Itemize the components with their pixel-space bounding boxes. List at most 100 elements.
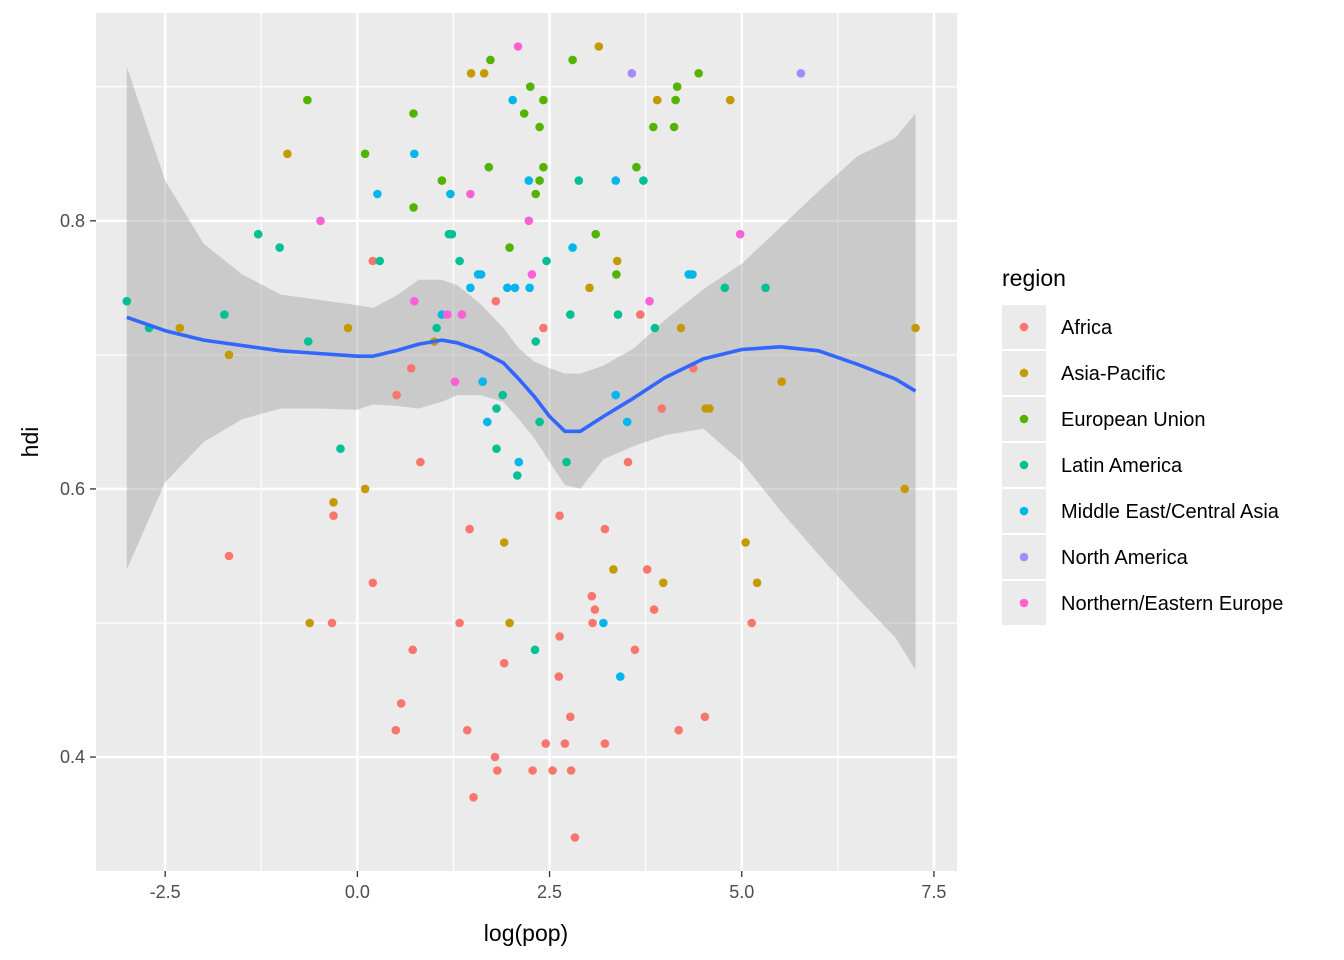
point-asia-pacific	[705, 404, 714, 413]
point-northern-eastern-europe	[524, 216, 534, 226]
x-tick-label: -2.5	[150, 882, 181, 902]
legend-label-north-america: North America	[1061, 547, 1189, 569]
point-latin-america	[566, 310, 575, 319]
point-european-union	[519, 109, 529, 118]
point-africa	[329, 511, 338, 520]
point-africa	[630, 645, 640, 655]
point-northern-eastern-europe	[443, 310, 452, 319]
point-northern-eastern-europe	[527, 270, 537, 279]
point-asia-pacific	[343, 323, 353, 333]
point-asia-pacific	[329, 498, 338, 507]
point-european-union	[535, 122, 544, 132]
point-africa	[408, 645, 418, 655]
point-european-union	[360, 149, 370, 159]
point-africa	[588, 618, 597, 628]
confidence-band	[126, 66, 916, 670]
point-asia-pacific	[594, 42, 604, 51]
point-asia-pacific	[499, 538, 509, 547]
point-asia-pacific	[505, 618, 514, 628]
legend-label-northern-eastern-europe: Northern/Eastern Europe	[1061, 593, 1283, 615]
point-middle-east-central-asia	[510, 283, 520, 293]
legend-label-africa: Africa	[1061, 317, 1113, 339]
point-africa	[368, 578, 378, 588]
point-north-america	[796, 69, 806, 78]
legend-label-european-union: European Union	[1061, 409, 1206, 431]
point-africa	[455, 618, 464, 628]
point-africa	[224, 551, 234, 561]
point-africa	[555, 511, 564, 520]
point-africa	[554, 672, 564, 681]
point-latin-america	[303, 337, 313, 346]
point-asia-pacific	[585, 283, 594, 293]
point-latin-america	[650, 323, 660, 333]
point-middle-east-central-asia	[466, 283, 475, 293]
point-european-union	[669, 122, 679, 132]
point-asia-pacific	[283, 149, 292, 159]
point-asia-pacific	[612, 256, 622, 266]
point-northern-eastern-europe	[316, 216, 325, 226]
point-european-union	[591, 229, 600, 239]
point-asia-pacific	[305, 618, 315, 628]
point-africa	[657, 404, 667, 413]
point-latin-america	[513, 471, 522, 480]
y-axis: 0.4 0.6 0.8	[60, 211, 96, 767]
panel-background	[96, 13, 957, 871]
confidence-band-layer	[126, 66, 916, 670]
point-latin-america	[574, 176, 584, 185]
point-latin-america	[492, 404, 501, 413]
point-africa	[539, 323, 548, 333]
point-european-union	[539, 162, 548, 172]
point-middle-east-central-asia	[616, 672, 625, 681]
point-asia-pacific	[652, 95, 662, 105]
point-middle-east-central-asia	[514, 457, 524, 467]
point-latin-america	[275, 243, 285, 252]
point-africa	[649, 605, 659, 614]
point-latin-america	[492, 444, 501, 454]
point-africa	[465, 524, 474, 534]
point-africa	[392, 390, 401, 400]
legend-swatch-middle-east-central-asia	[1019, 506, 1029, 516]
smooth-line-layer	[126, 315, 917, 434]
point-africa	[368, 256, 378, 266]
legend-swatch-latin-america	[1019, 460, 1029, 470]
point-africa	[747, 618, 756, 628]
point-latin-america	[253, 229, 263, 239]
point-africa	[490, 752, 500, 762]
point-middle-east-central-asia	[611, 176, 620, 185]
point-latin-america	[447, 229, 457, 239]
point-latin-america	[455, 256, 464, 266]
point-latin-america	[220, 310, 229, 319]
legend-swatch-northern-eastern-europe	[1019, 598, 1029, 608]
point-middle-east-central-asia	[483, 417, 492, 427]
point-middle-east-central-asia	[503, 283, 512, 293]
legend: region Africa Asia-Pacific European Union L…	[1002, 265, 1283, 625]
point-middle-east-central-asia	[373, 189, 382, 199]
point-european-union	[526, 82, 535, 91]
point-latin-america	[535, 417, 544, 427]
legend-label-asia-pacific: Asia-Pacific	[1061, 363, 1165, 385]
point-latin-america	[720, 283, 730, 293]
minor-gridlines	[96, 13, 957, 871]
point-northern-eastern-europe	[513, 42, 523, 51]
point-latin-america	[639, 176, 648, 185]
point-latin-america	[122, 296, 132, 306]
point-european-union	[694, 69, 703, 78]
point-european-union	[539, 95, 548, 105]
point-european-union	[649, 122, 658, 132]
point-european-union	[484, 162, 494, 172]
y-axis-title: hdi	[17, 427, 43, 458]
point-latin-america	[530, 645, 540, 655]
point-africa	[391, 725, 401, 735]
point-european-union	[612, 270, 621, 279]
point-asia-pacific	[659, 578, 668, 588]
point-northern-eastern-europe	[645, 296, 654, 306]
x-axis: -2.5 0.0 2.5 5.0 7.5	[150, 871, 946, 902]
point-africa	[636, 310, 645, 319]
point-latin-america	[432, 323, 441, 333]
point-asia-pacific	[725, 95, 735, 105]
point-middle-east-central-asia	[688, 270, 697, 279]
point-european-union	[672, 82, 682, 91]
point-middle-east-central-asia	[508, 95, 517, 105]
point-middle-east-central-asia	[524, 176, 534, 185]
point-middle-east-central-asia	[410, 149, 419, 159]
